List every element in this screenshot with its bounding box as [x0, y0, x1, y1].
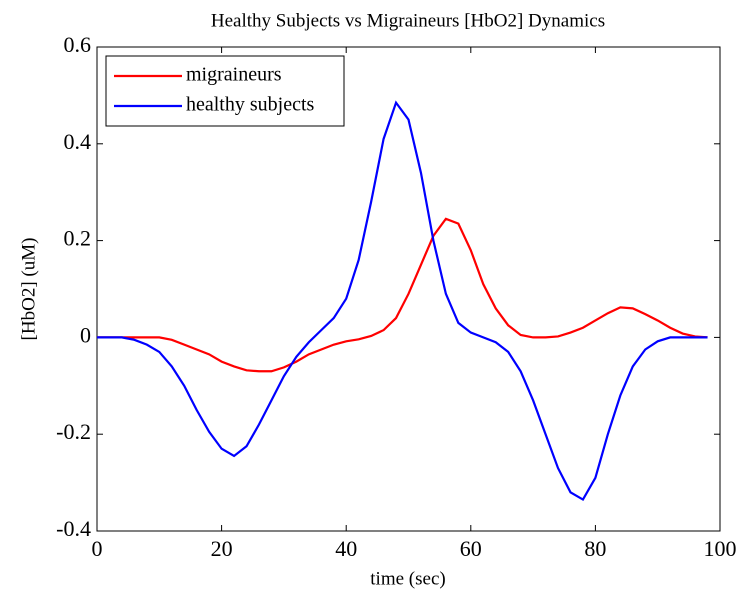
line-series — [97, 217, 708, 373]
y-tick-label: 0.4 — [64, 129, 92, 154]
chart-title: Healthy Subjects vs Migraineurs [HbO2] D… — [211, 10, 605, 31]
y-tick-label: -0.2 — [56, 419, 91, 444]
line-series — [97, 100, 708, 502]
legend-box — [105, 55, 345, 127]
y-tick-label: 0 — [80, 322, 91, 347]
y-tick-label: -0.4 — [56, 516, 91, 541]
y-tick-label: 0.2 — [64, 226, 92, 251]
x-tick-label: 80 — [584, 536, 606, 561]
plot-frame — [96, 46, 721, 532]
x-axis-label: time (sec) — [370, 568, 445, 589]
x-tick-label: 20 — [211, 536, 233, 561]
x-tick-label: 40 — [335, 536, 357, 561]
y-tick-label: 0.6 — [64, 32, 92, 57]
legend-label: healthy subjects — [186, 94, 315, 116]
x-tick-label: 100 — [704, 536, 737, 561]
x-tick-label: 60 — [460, 536, 482, 561]
x-tick-label: 0 — [92, 536, 103, 561]
y-axis-label: [HbO2] (uM) — [18, 238, 39, 341]
legend-label: migraineurs — [186, 64, 282, 86]
